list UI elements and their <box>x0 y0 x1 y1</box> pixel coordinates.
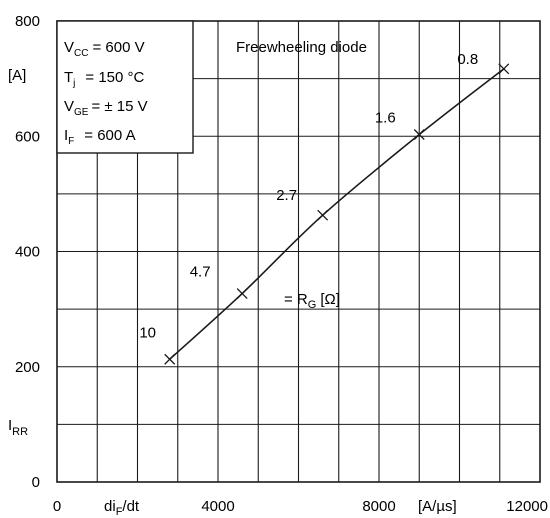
condition-tj: Tj = 150 °C <box>64 69 145 89</box>
conditions-box: VCC = 600 V Tj = 150 °C VGE = ± 15 V IF = 60… <box>56 20 194 154</box>
y-tick-label: 0 <box>32 474 40 491</box>
y-axis-label: IRR <box>8 417 28 438</box>
x-tick-label: 8000 <box>362 498 395 515</box>
data-point-marker <box>164 353 176 365</box>
y-tick-label: 600 <box>15 128 40 145</box>
x-tick-label: 0 <box>53 498 61 515</box>
point-label: 0.8 <box>457 51 478 68</box>
series-line <box>169 68 505 360</box>
y-tick-label: 400 <box>15 244 40 261</box>
condition-vcc: VCC = 600 V <box>64 39 145 59</box>
plot-frame <box>56 20 541 483</box>
y-tick-label: 200 <box>15 359 40 376</box>
condition-if: IF = 600 A <box>64 127 136 147</box>
chart-title: Freewheeling diode <box>236 39 367 56</box>
x-axis-label: diF/dt <box>104 498 140 518</box>
parameter-label: = RG [Ω] <box>284 291 340 311</box>
condition-vge: VGE = ± 15 V <box>64 98 148 118</box>
point-labels: 10 4.7 2.7 1.6 0.8 <box>139 51 478 341</box>
point-label: 4.7 <box>190 264 211 281</box>
series-markers <box>164 63 510 365</box>
point-label: 10 <box>139 324 156 341</box>
data-point-marker <box>236 288 248 300</box>
x-tick-label: 4000 <box>201 498 234 515</box>
x-axis-unit: [A/µs] <box>418 498 457 515</box>
data-point-marker <box>498 63 510 75</box>
grid-lines <box>57 21 540 482</box>
point-label: 2.7 <box>276 187 297 204</box>
point-label: 1.6 <box>375 110 396 127</box>
data-point-marker <box>413 129 425 140</box>
data-point-marker <box>317 209 329 221</box>
y-tick-label: 800 <box>15 13 40 30</box>
y-axis-unit: [A] <box>8 67 26 84</box>
x-tick-label: 12000 <box>506 498 548 515</box>
